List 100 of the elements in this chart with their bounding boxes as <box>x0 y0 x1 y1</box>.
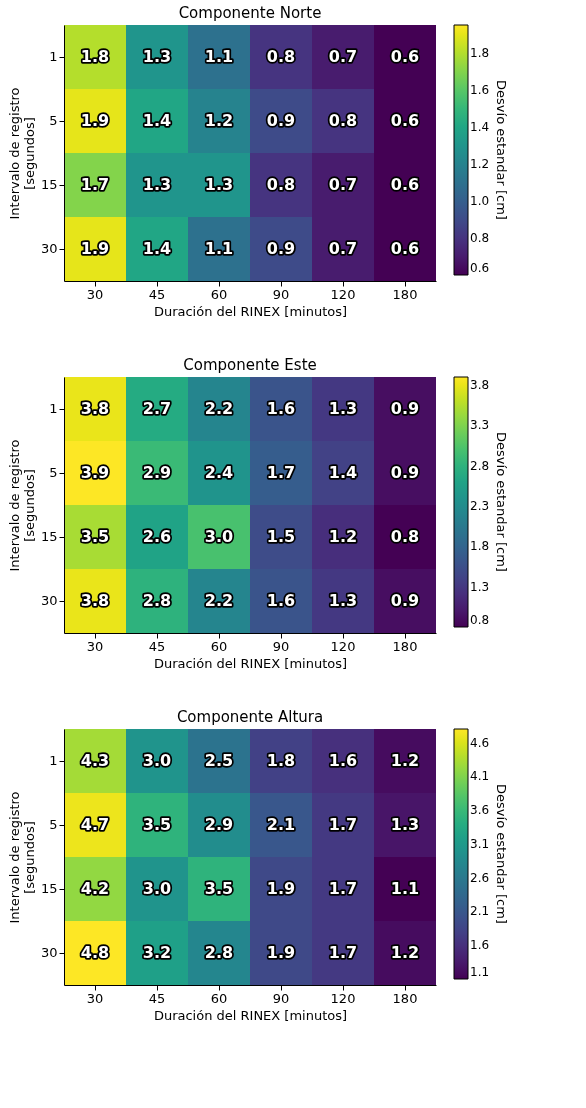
color-bar-label: 2.8 <box>470 458 490 473</box>
data-label: 1.1 <box>204 47 234 66</box>
data-label: 1.7 <box>266 463 296 482</box>
x-tick-label: 45 <box>148 990 166 1006</box>
color-bar-label: 1.0 <box>470 193 490 208</box>
chart-title: Componente Norte <box>178 4 322 22</box>
x-tick-label: 30 <box>86 286 104 302</box>
y-tick-label: 15 <box>40 881 58 896</box>
data-label: 0.7 <box>328 239 358 258</box>
data-label: 0.9 <box>266 239 296 258</box>
data-label: 4.2 <box>80 879 110 898</box>
x-tick-label: 90 <box>272 286 290 302</box>
color-bar-label: 1.6 <box>470 938 490 953</box>
color-bar-label: 1.8 <box>470 45 490 60</box>
data-label: 0.6 <box>390 111 420 130</box>
color-bar-label: 3.3 <box>470 418 490 433</box>
data-label: 2.6 <box>142 527 172 546</box>
data-label: 3.8 <box>80 591 110 610</box>
y-tick-label: 1 <box>49 49 58 64</box>
data-label: 1.3 <box>142 175 172 194</box>
data-label: 1.6 <box>266 399 296 418</box>
y-tick-label: 15 <box>40 177 58 192</box>
data-label: 3.5 <box>142 815 172 834</box>
color-bar-label: 2.6 <box>470 870 490 885</box>
y-tick-label: 5 <box>49 465 58 480</box>
data-label: 0.7 <box>328 47 358 66</box>
color-bar-label: 0.8 <box>470 230 490 245</box>
color-bar-title: Desvío estandar [cm] <box>494 80 509 220</box>
data-label: 1.7 <box>328 943 358 962</box>
color-bar-label: 4.6 <box>470 735 490 750</box>
x-tick-label: 60 <box>210 638 228 654</box>
data-label: 0.8 <box>266 175 296 194</box>
data-label: 2.9 <box>142 463 172 482</box>
y-axis-title: Intervalo de registro [segundos] <box>6 87 37 220</box>
y-tick-label: 15 <box>40 529 58 544</box>
color-bar-title: Desvío estandar [cm] <box>494 784 509 924</box>
x-tick-label: 120 <box>330 990 356 1006</box>
data-label: 1.5 <box>266 527 296 546</box>
data-label: 2.2 <box>204 591 234 610</box>
data-label: 4.7 <box>80 815 110 834</box>
x-axis-title: Duración del RINEX [minutos] <box>153 655 348 671</box>
x-tick-label: 120 <box>330 286 356 302</box>
x-tick-label: 180 <box>392 990 418 1006</box>
x-tick-label: 90 <box>272 990 290 1006</box>
data-label: 1.3 <box>142 47 172 66</box>
color-bar-label: 1.6 <box>470 82 490 97</box>
data-label: 0.6 <box>390 239 420 258</box>
data-label: 0.9 <box>390 399 420 418</box>
data-label: 3.2 <box>142 943 172 962</box>
data-label: 3.8 <box>80 399 110 418</box>
data-label: 0.9 <box>266 111 296 130</box>
chart-title: Componente Este <box>183 356 317 374</box>
data-label: 2.8 <box>204 943 234 962</box>
data-label: 1.1 <box>204 239 234 258</box>
x-tick-label: 45 <box>148 638 166 654</box>
data-label: 1.3 <box>328 591 358 610</box>
color-bar-label: 3.6 <box>470 803 490 818</box>
data-label: 0.7 <box>328 175 358 194</box>
data-label: 0.9 <box>390 591 420 610</box>
data-label: 3.5 <box>204 879 234 898</box>
y-axis-title: Intervalo de registro [segundos] <box>6 791 37 924</box>
data-label: 0.9 <box>390 463 420 482</box>
x-axis-title: Duración del RINEX [minutos] <box>153 303 348 319</box>
data-label: 1.3 <box>204 175 234 194</box>
data-label: 1.2 <box>390 943 420 962</box>
data-label: 4.8 <box>80 943 110 962</box>
data-label: 3.0 <box>204 527 234 546</box>
data-label: 1.9 <box>266 879 296 898</box>
data-label: 0.6 <box>390 175 420 194</box>
y-tick-label: 30 <box>40 945 58 960</box>
x-tick-label: 180 <box>392 638 418 654</box>
data-label: 0.6 <box>390 47 420 66</box>
color-bar-label: 0.6 <box>470 261 490 275</box>
color-bar-label: 1.4 <box>470 119 490 134</box>
x-tick-label: 90 <box>272 638 290 654</box>
data-label: 2.2 <box>204 399 234 418</box>
data-label: 1.7 <box>328 879 358 898</box>
x-axis-title: Duración del RINEX [minutos] <box>153 1007 348 1023</box>
y-tick-label: 5 <box>49 113 58 128</box>
data-label: 1.9 <box>266 943 296 962</box>
y-tick-label: 5 <box>49 817 58 832</box>
data-label: 3.5 <box>80 527 110 546</box>
color-bar-label: 2.1 <box>470 904 490 919</box>
data-label: 1.7 <box>80 175 110 194</box>
color-bar-label: 4.1 <box>470 769 490 784</box>
data-label: 2.1 <box>266 815 296 834</box>
data-label: 3.9 <box>80 463 110 482</box>
data-label: 1.1 <box>390 879 420 898</box>
data-label: 1.2 <box>204 111 234 130</box>
data-label: 1.6 <box>328 751 358 770</box>
data-label: 1.3 <box>328 399 358 418</box>
chart-title: Componente Altura <box>176 708 324 726</box>
data-label: 2.7 <box>142 399 172 418</box>
color-bar-label: 3.8 <box>470 378 490 393</box>
x-tick-label: 30 <box>86 638 104 654</box>
data-label: 1.4 <box>142 111 172 130</box>
data-label: 3.0 <box>142 879 172 898</box>
data-label: 1.7 <box>328 815 358 834</box>
x-tick-label: 60 <box>210 286 228 302</box>
x-tick-label: 60 <box>210 990 228 1006</box>
